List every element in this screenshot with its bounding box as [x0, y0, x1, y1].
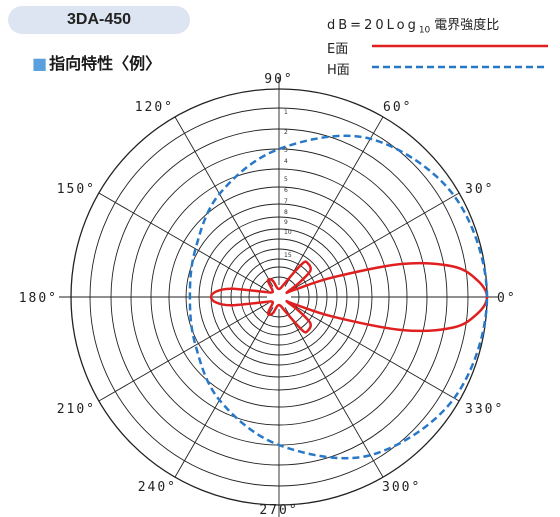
angle-tick-label: 90° [264, 72, 293, 87]
formula-subscript: 10 [418, 25, 431, 36]
angle-tick-label: 60° [383, 100, 412, 115]
radial-tick-label: 3 [284, 147, 288, 154]
radial-tick-label: 7 [284, 198, 288, 205]
legend-e-plane: E面 [327, 38, 552, 57]
polar-curves [188, 134, 489, 460]
radial-tick-label: 2 [284, 129, 288, 136]
radial-tick-label: 9 [284, 219, 288, 226]
section-title-text: 指向特性〈例〉 [49, 54, 162, 73]
radial-tick-label: 6 [284, 187, 288, 194]
grid-spoke [98, 302, 269, 402]
formula-prefix: dB=20Log [327, 18, 419, 33]
grid-spoke [174, 307, 274, 478]
h-plane-curve [188, 134, 489, 460]
grid-spoke [174, 116, 274, 287]
grid-spoke [284, 307, 384, 478]
legend-e-plane-line-icon [372, 44, 548, 48]
formula-suffix: 電界強度比 [434, 18, 500, 33]
angle-tick-label: 210° [57, 402, 96, 417]
angle-tick-label: 180° [19, 291, 58, 306]
polar-grid [59, 77, 499, 517]
e-plane-curve [209, 260, 489, 334]
legend-h-plane: H面 [327, 59, 552, 78]
model-badge: 3DA-450 [8, 6, 190, 34]
db-formula: dB=20Log10 電界強度比 [327, 14, 499, 36]
radial-tick-label: 1 [284, 109, 288, 116]
radial-tick-label: 4 [284, 158, 288, 165]
radial-tick-label: 5 [284, 176, 288, 183]
angle-tick-label: 150° [57, 182, 96, 197]
angle-tick-label: 0° [497, 291, 517, 306]
angle-tick-label: 270° [259, 503, 298, 517]
angle-tick-label: 30° [465, 182, 494, 197]
angle-tick-label: 300° [382, 480, 421, 495]
legend-h-plane-line-icon [372, 65, 548, 69]
radial-tick-label: 8 [284, 209, 288, 216]
polar-labels: 12345678910150°30°60°90°120°150°180°210°… [19, 72, 517, 517]
legend-h-plane-label: H面 [327, 63, 350, 78]
grid-spoke [289, 192, 460, 292]
radial-tick-label: 15 [284, 252, 292, 259]
legend-e-plane-label: E面 [327, 42, 349, 57]
angle-tick-label: 240° [138, 480, 177, 495]
square-marker-icon: ■ [32, 54, 48, 73]
angle-tick-label: 120° [135, 100, 174, 115]
section-title: ■ 指向特性〈例〉 [32, 50, 161, 74]
angle-tick-label: 330° [465, 402, 504, 417]
radial-tick-label: 10 [284, 229, 292, 236]
grid-spoke [284, 116, 384, 287]
grid-spoke [98, 192, 269, 292]
grid-spoke [289, 302, 460, 402]
